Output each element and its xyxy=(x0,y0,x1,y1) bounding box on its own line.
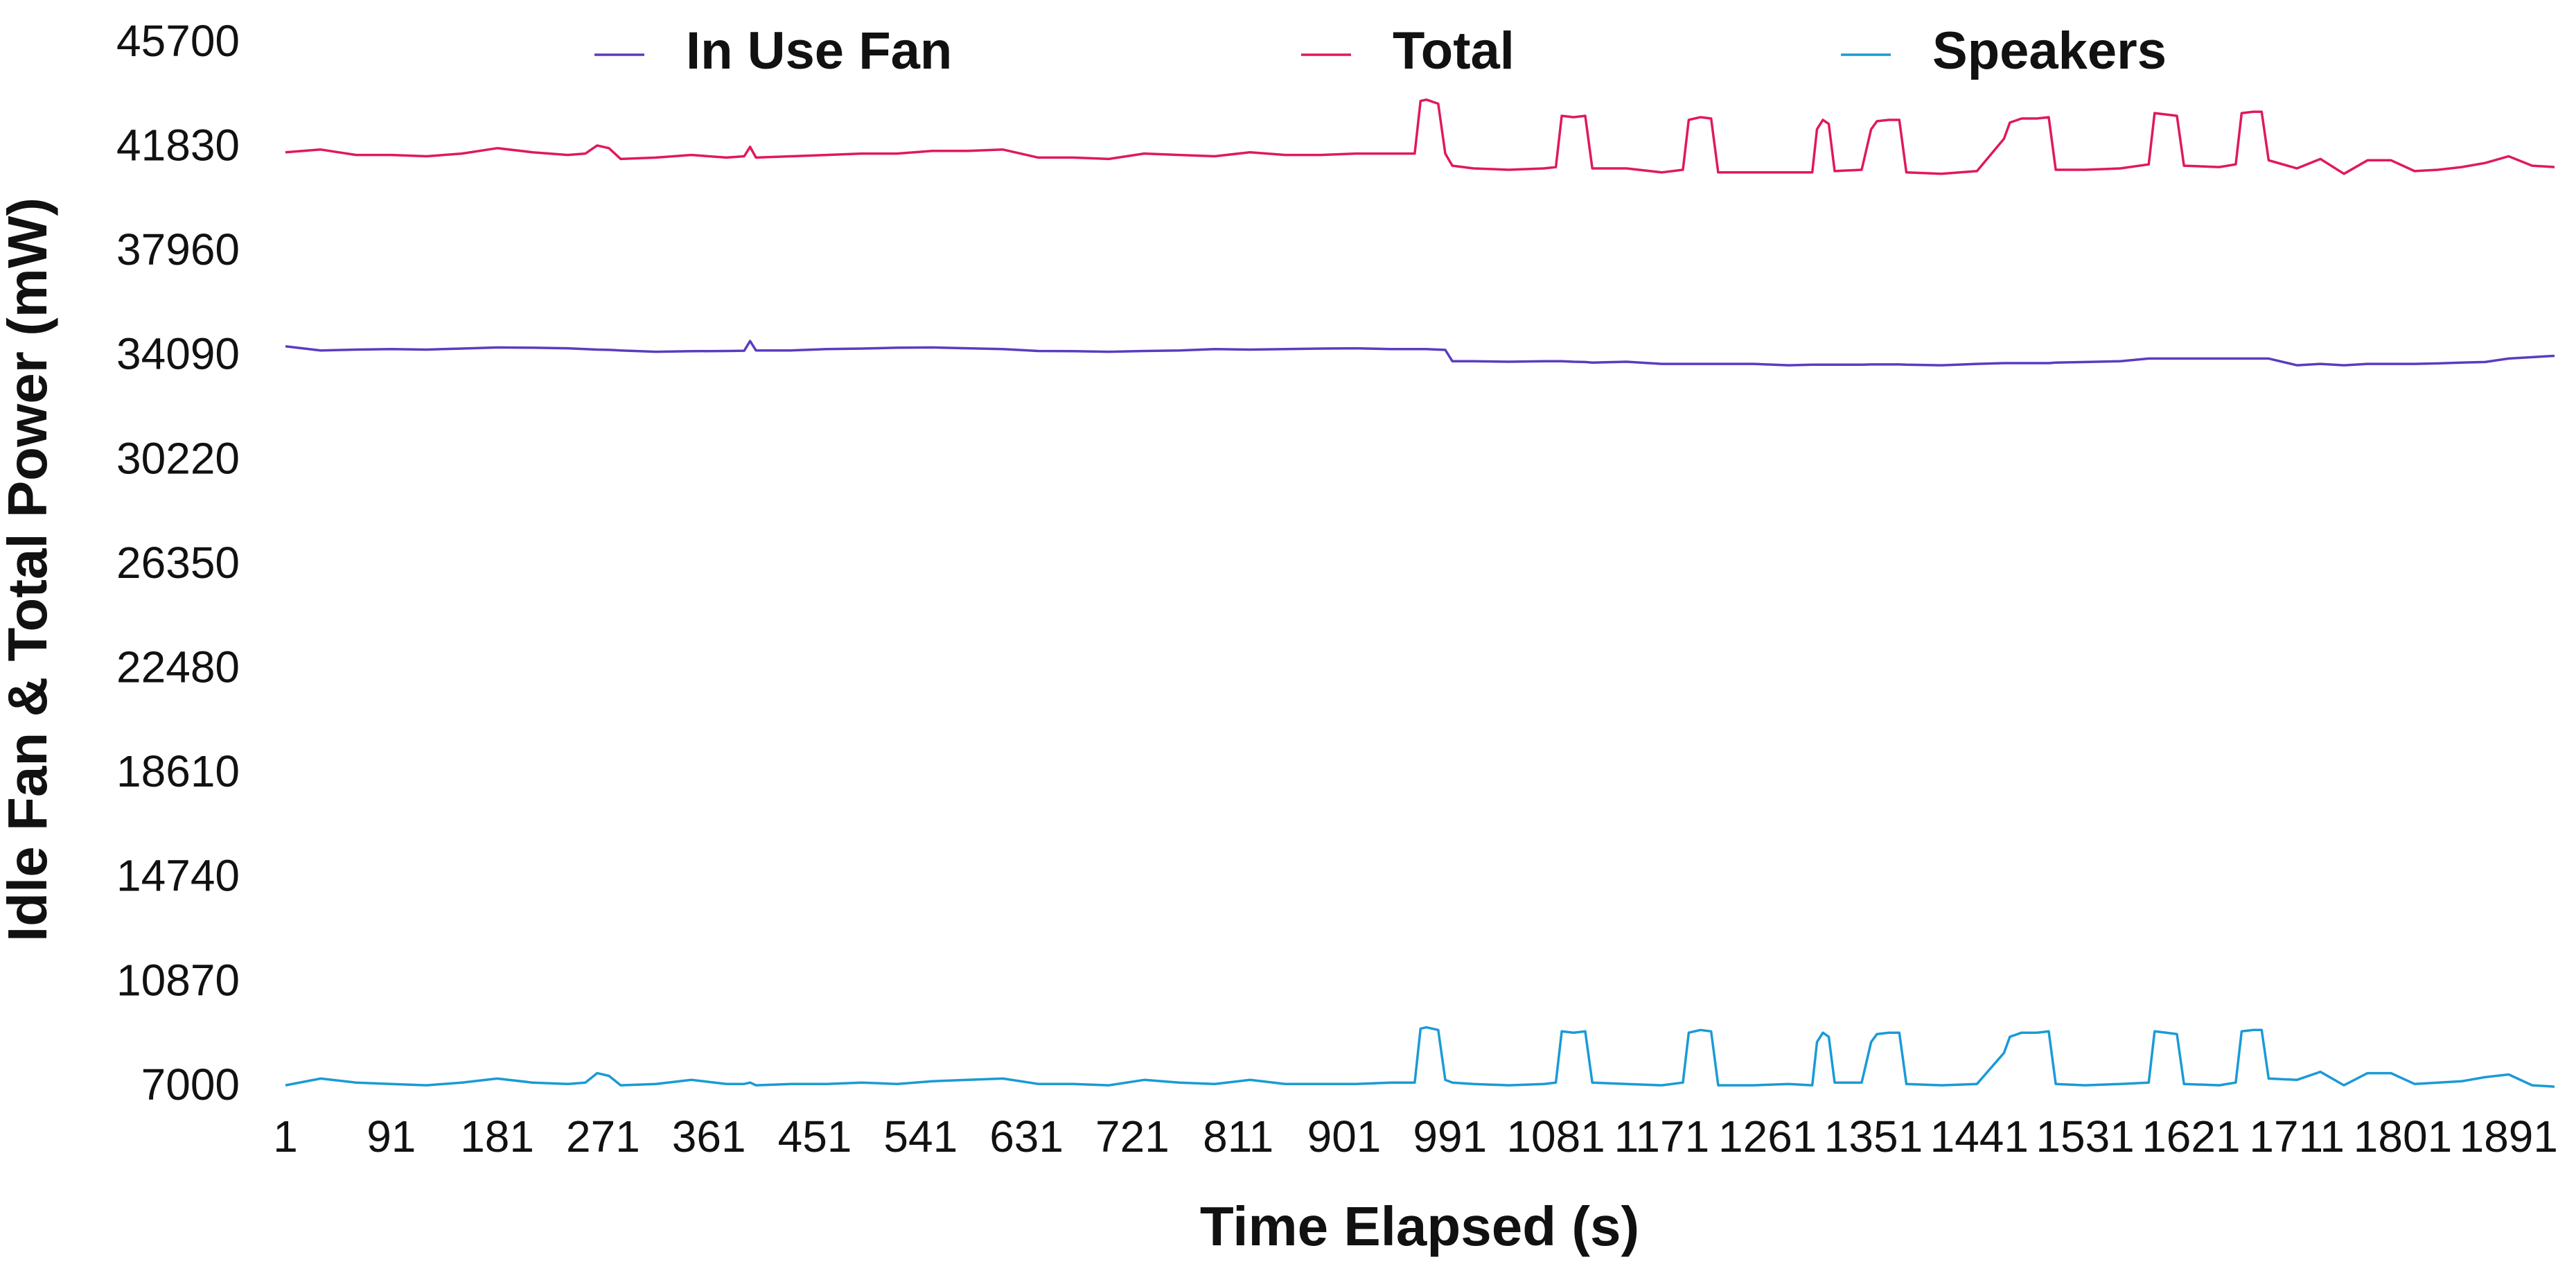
legend-label: Total xyxy=(1393,21,1515,80)
y-tick-label: 10870 xyxy=(116,955,240,1005)
x-tick-label: 1351 xyxy=(1824,1112,1923,1161)
series-line xyxy=(285,98,2555,175)
y-tick-label: 7000 xyxy=(141,1060,240,1109)
x-tick-label: 1891 xyxy=(2460,1112,2558,1161)
y-tick-label: 14740 xyxy=(116,851,240,901)
y-tick-label: 34090 xyxy=(116,329,240,379)
x-tick-label: 1261 xyxy=(1718,1112,1817,1161)
x-axis-title: Time Elapsed (s) xyxy=(1200,1195,1639,1257)
y-tick-label: 30220 xyxy=(116,433,240,483)
x-tick-label: 361 xyxy=(672,1112,746,1161)
y-tick-label: 18610 xyxy=(116,746,240,796)
x-tick-label: 451 xyxy=(778,1112,852,1161)
x-tick-label: 1711 xyxy=(2249,1112,2345,1161)
x-tick-label: 1531 xyxy=(2036,1112,2134,1161)
x-tick-label: 271 xyxy=(566,1112,640,1161)
y-tick-label: 37960 xyxy=(116,225,240,274)
series-line xyxy=(285,340,2555,367)
x-tick-label: 1 xyxy=(273,1112,298,1161)
legend-label: In Use Fan xyxy=(686,21,952,80)
y-tick-label: 41830 xyxy=(116,121,240,170)
x-tick-label: 631 xyxy=(989,1112,1064,1161)
x-tick-label: 991 xyxy=(1413,1112,1487,1161)
x-tick-label: 721 xyxy=(1095,1112,1170,1161)
x-tick-label: 1621 xyxy=(2142,1112,2240,1161)
series-line xyxy=(285,1026,2555,1088)
x-tick-label: 1171 xyxy=(1614,1112,1710,1161)
y-axis-title: Idle Fan & Total Power (mW) xyxy=(0,198,58,942)
legend-label: Speakers xyxy=(1932,21,2167,80)
x-tick-label: 181 xyxy=(460,1112,534,1161)
y-tick-label: 45700 xyxy=(116,16,240,66)
y-tick-label: 22480 xyxy=(116,642,240,692)
x-tick-label: 1801 xyxy=(2354,1112,2452,1161)
x-tick-label: 901 xyxy=(1307,1112,1382,1161)
y-tick-label: 26350 xyxy=(116,538,240,588)
x-tick-label: 1081 xyxy=(1506,1112,1605,1161)
x-tick-label: 1441 xyxy=(1930,1112,2029,1161)
x-tick-label: 91 xyxy=(367,1112,416,1161)
x-tick-label: 541 xyxy=(883,1112,958,1161)
x-tick-label: 811 xyxy=(1203,1112,1273,1161)
